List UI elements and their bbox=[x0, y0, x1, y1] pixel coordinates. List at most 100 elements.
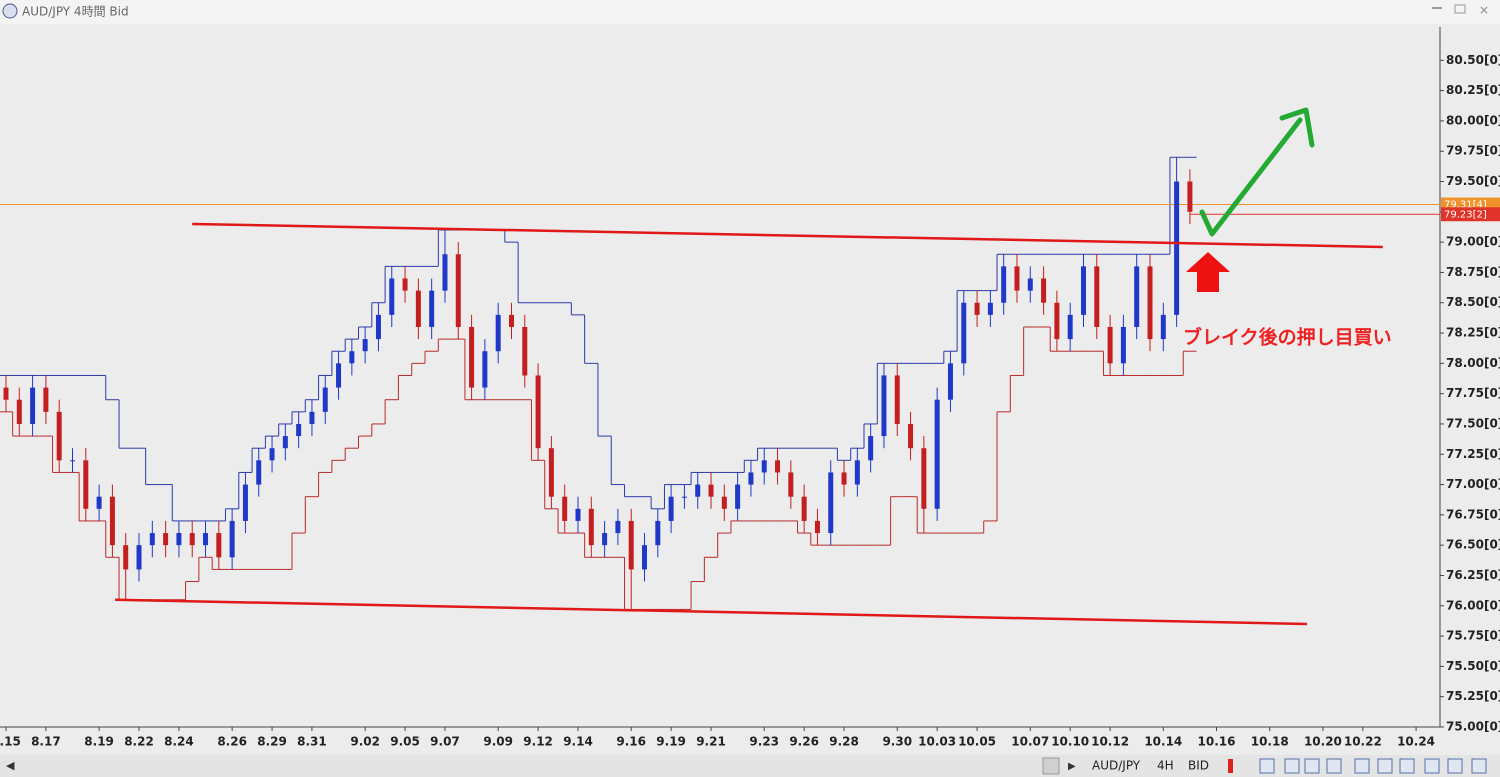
timeframe-selector[interactable]: 4H bbox=[1157, 759, 1174, 773]
candle-body bbox=[1147, 266, 1153, 340]
price-selector[interactable]: BID bbox=[1188, 759, 1209, 773]
candle-body bbox=[269, 448, 275, 461]
tool-icons bbox=[1259, 758, 1487, 774]
candle-body bbox=[721, 496, 727, 509]
tool-icon[interactable] bbox=[1354, 758, 1370, 774]
tool-icon[interactable] bbox=[1304, 758, 1320, 774]
scroll-left[interactable]: ◀ bbox=[6, 759, 15, 772]
candle-body bbox=[322, 387, 328, 412]
window-title: AUD/JPY 4時間 Bid bbox=[22, 5, 129, 19]
candle-body bbox=[1187, 181, 1193, 212]
candle-body bbox=[189, 533, 195, 546]
candle-body bbox=[96, 496, 102, 509]
candle-body bbox=[974, 302, 980, 315]
y-tick-label: 77.00[0] bbox=[1446, 477, 1500, 491]
candle-body bbox=[1174, 181, 1180, 315]
tool-icon[interactable] bbox=[1259, 758, 1275, 774]
candle-body bbox=[282, 436, 288, 449]
price-label: 79.31[4] bbox=[1444, 200, 1487, 211]
candle-body bbox=[854, 460, 860, 485]
candle-body bbox=[588, 508, 594, 546]
candle-body bbox=[242, 484, 248, 521]
tool-icon[interactable] bbox=[1447, 758, 1463, 774]
x-tick-label: 8.26 bbox=[217, 735, 247, 749]
x-tick-label: 8.15 bbox=[0, 735, 21, 749]
y-tick-label: 76.00[0] bbox=[1446, 598, 1500, 612]
x-tick-label: 10.20 bbox=[1304, 735, 1342, 749]
candle-body bbox=[681, 496, 687, 498]
candle-body bbox=[16, 399, 22, 424]
x-tick-label: 9.14 bbox=[563, 735, 593, 749]
y-tick-label: 78.75[0] bbox=[1446, 265, 1500, 279]
tool-icon[interactable] bbox=[1377, 758, 1393, 774]
candle-body bbox=[1067, 314, 1073, 340]
candle-body bbox=[1054, 302, 1060, 340]
scroll-right[interactable]: ▶ bbox=[1068, 761, 1076, 772]
candle-body bbox=[216, 533, 222, 558]
candle-body bbox=[1107, 326, 1113, 364]
y-tick-label: 79.00[0] bbox=[1446, 235, 1500, 249]
green-arrowhead bbox=[1279, 107, 1315, 148]
x-tick-label: 10.10 bbox=[1051, 735, 1089, 749]
candle-body bbox=[336, 363, 342, 388]
x-tick-label: 9.30 bbox=[882, 735, 912, 749]
candle-tool[interactable] bbox=[1228, 759, 1233, 773]
green-arrow bbox=[1199, 117, 1303, 237]
close-button[interactable]: ✕ bbox=[1479, 4, 1489, 18]
minimize-button[interactable] bbox=[1432, 7, 1442, 9]
candle-body bbox=[109, 496, 115, 546]
symbol-selector[interactable]: AUD/JPY bbox=[1092, 759, 1141, 773]
candle-body bbox=[455, 254, 461, 327]
candle-body bbox=[176, 533, 182, 546]
x-tick-label: 9.05 bbox=[390, 735, 420, 749]
tool-icon[interactable] bbox=[1399, 758, 1415, 774]
y-tick-label: 78.00[0] bbox=[1446, 356, 1500, 370]
y-tick-label: 80.00[0] bbox=[1446, 113, 1500, 127]
x-tick-label: 10.16 bbox=[1198, 735, 1236, 749]
toolbar bbox=[0, 755, 1500, 777]
candle-body bbox=[535, 375, 541, 449]
annotation: ブレイク後の押し目買い bbox=[1183, 326, 1392, 349]
candle-body bbox=[522, 326, 528, 376]
y-tick-label: 75.50[0] bbox=[1446, 659, 1500, 673]
x-tick-label: 10.24 bbox=[1397, 735, 1435, 749]
candle-body bbox=[469, 326, 475, 388]
x-tick-label: 10.22 bbox=[1344, 735, 1382, 749]
x-tick-label: 8.19 bbox=[84, 735, 114, 749]
candle-body bbox=[229, 520, 235, 558]
candle-body bbox=[415, 290, 421, 327]
tool-icon[interactable] bbox=[1424, 758, 1440, 774]
x-tick-label: 9.09 bbox=[483, 735, 513, 749]
x-tick-label: 9.02 bbox=[350, 735, 380, 749]
candle-body bbox=[921, 448, 927, 509]
restore-button[interactable] bbox=[1454, 4, 1466, 14]
candle-body bbox=[775, 460, 781, 473]
price-label: 79.23[2] bbox=[1444, 209, 1487, 220]
x-tick-label: 10.03 bbox=[918, 735, 956, 749]
candle-body bbox=[575, 508, 581, 521]
candle-body bbox=[628, 520, 634, 570]
x-tick-label: 10.05 bbox=[958, 735, 996, 749]
candle-body bbox=[402, 278, 408, 291]
tool-icon[interactable] bbox=[1471, 758, 1487, 774]
candle-body bbox=[894, 375, 900, 424]
candle-body bbox=[442, 254, 448, 291]
candle-body bbox=[1014, 266, 1020, 291]
candle-body bbox=[1080, 266, 1086, 315]
y-tick-label: 80.50[0] bbox=[1446, 53, 1500, 67]
candle-body bbox=[695, 484, 701, 497]
x-tick-label: 9.21 bbox=[696, 735, 726, 749]
candle-body bbox=[748, 472, 754, 485]
x-tick-label: 8.31 bbox=[297, 735, 327, 749]
scroll-button[interactable] bbox=[1042, 757, 1060, 775]
candle-body bbox=[655, 520, 661, 546]
title-bar bbox=[0, 0, 1500, 24]
candle-body bbox=[841, 472, 847, 485]
tool-icon[interactable] bbox=[1326, 758, 1342, 774]
candle-body bbox=[83, 460, 89, 509]
candle-body bbox=[908, 423, 914, 449]
x-tick-label: 9.16 bbox=[616, 735, 646, 749]
candle-body bbox=[788, 472, 794, 497]
tool-icon[interactable] bbox=[1284, 758, 1300, 774]
